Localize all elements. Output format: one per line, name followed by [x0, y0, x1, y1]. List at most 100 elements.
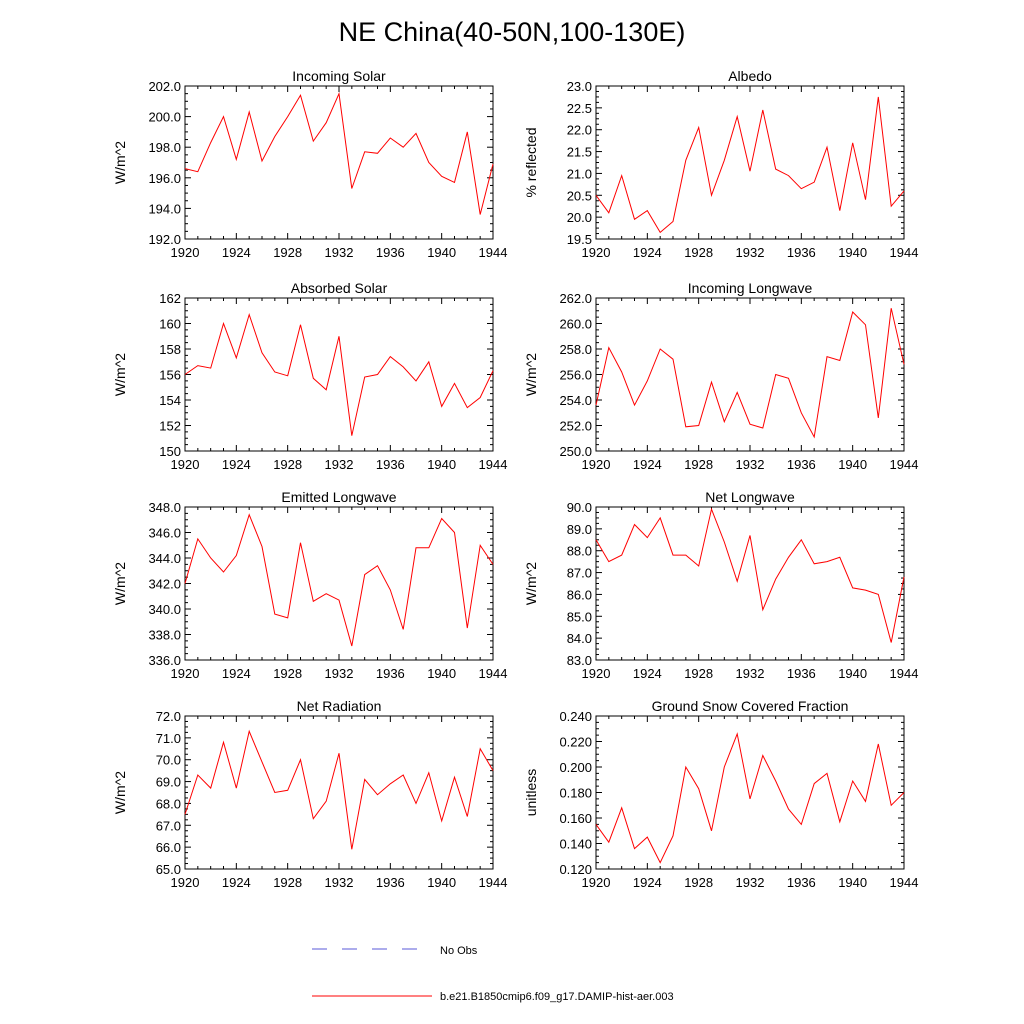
- emitted-longwave-xtick-label: 1932: [325, 666, 354, 681]
- incoming-solar-xtick-label: 1924: [222, 245, 251, 260]
- incoming-longwave-xtick-label: 1928: [684, 457, 713, 472]
- net-longwave-xtick-label: 1932: [736, 666, 765, 681]
- absorbed-solar-xtick-label: 1932: [325, 457, 354, 472]
- absorbed-solar-xtick-label: 1936: [376, 457, 405, 472]
- incoming-solar-ytick-label: 198.0: [148, 140, 181, 155]
- net-radiation-ytick-label: 71.0: [156, 731, 181, 746]
- net-radiation-xtick-label: 1932: [325, 875, 354, 890]
- albedo-ylabel: % reflected: [523, 127, 539, 197]
- albedo-title: Albedo: [728, 68, 772, 84]
- albedo-xtick-label: 1936: [787, 245, 816, 260]
- net-longwave-ytick-label: 86.0: [567, 587, 592, 602]
- ground-snow-covered-fraction-ytick-label: 0.140: [559, 837, 592, 852]
- net-longwave-ytick-label: 83.0: [567, 653, 592, 668]
- incoming-longwave-series-line: [595, 308, 905, 439]
- ground-snow-covered-fraction-ytick-label: 0.220: [559, 735, 592, 750]
- absorbed-solar-ytick-label: 160: [159, 317, 181, 332]
- net-longwave-xtick-label: 1944: [890, 666, 919, 681]
- net-radiation-xtick-label: 1944: [479, 875, 508, 890]
- emitted-longwave-title: Emitted Longwave: [281, 489, 396, 505]
- absorbed-solar-title: Absorbed Solar: [291, 280, 388, 296]
- absorbed-solar-ytick-label: 158: [159, 342, 181, 357]
- absorbed-solar-ylabel: W/m^2: [112, 353, 128, 396]
- absorbed-solar-series-line: [184, 312, 494, 436]
- incoming-longwave-ytick-label: 256.0: [559, 368, 592, 383]
- emitted-longwave-ytick-label: 348.0: [148, 500, 181, 515]
- net-radiation-ytick-label: 70.0: [156, 753, 181, 768]
- emitted-longwave-xtick-label: 1920: [171, 666, 200, 681]
- net-longwave-ytick-label: 85.0: [567, 609, 592, 624]
- net-longwave-ytick-label: 87.0: [567, 566, 592, 581]
- net-radiation-title: Net Radiation: [297, 698, 382, 714]
- panel-grid: 1920 1924 1928 1932 1936 1940 1944 192.0 194.0 19…: [112, 68, 918, 890]
- absorbed-solar-frame: [184, 297, 494, 452]
- albedo-xtick-label: 1920: [582, 245, 611, 260]
- ground-snow-covered-fraction-xtick-label: 1940: [838, 875, 867, 890]
- incoming-solar-ytick-label: 196.0: [148, 171, 181, 186]
- net-longwave-ylabel: W/m^2: [523, 562, 539, 605]
- net-longwave-ytick-label: 84.0: [567, 631, 592, 646]
- net-radiation-ytick-label: 67.0: [156, 818, 181, 833]
- incoming-solar-xtick-label: 1928: [273, 245, 302, 260]
- ground-snow-covered-fraction-ytick-label: 0.240: [559, 709, 592, 724]
- panel-incoming-solar: 1920 1924 1928 1932 1936 1940 1944 192.0 194.0 19…: [112, 68, 507, 260]
- incoming-solar-xtick-label: 1944: [479, 245, 508, 260]
- panel-ground-snow-covered-fraction: 1920 1924 1928 1932 1936 1940 1944 0.120 0.140 0.…: [523, 698, 918, 890]
- incoming-solar-title: Incoming Solar: [292, 68, 386, 84]
- albedo-xtick-label: 1940: [838, 245, 867, 260]
- albedo-ytick-label: 20.0: [567, 210, 592, 225]
- ground-snow-covered-fraction-ytick-label: 0.120: [559, 862, 592, 877]
- ground-snow-covered-fraction-xtick-label: 1924: [633, 875, 662, 890]
- absorbed-solar-xtick-label: 1944: [479, 457, 508, 472]
- incoming-solar-series-line: [184, 91, 494, 215]
- incoming-longwave-xtick-label: 1936: [787, 457, 816, 472]
- net-radiation-frame: [184, 715, 494, 870]
- net-radiation-ytick-label: 66.0: [156, 840, 181, 855]
- absorbed-solar-xtick-label: 1928: [273, 457, 302, 472]
- albedo-xtick-label: 1924: [633, 245, 662, 260]
- incoming-solar-xtick-label: 1936: [376, 245, 405, 260]
- net-radiation-xtick-label: 1928: [273, 875, 302, 890]
- net-longwave-ytick-label: 90.0: [567, 500, 592, 515]
- incoming-longwave-xtick-label: 1932: [736, 457, 765, 472]
- absorbed-solar-xtick-label: 1924: [222, 457, 251, 472]
- panel-albedo: 1920 1924 1928 1932 1936 1940 1944 19.5 20.0 20.5…: [523, 68, 918, 260]
- albedo-series-line: [595, 96, 905, 234]
- incoming-longwave-xtick-label: 1940: [838, 457, 867, 472]
- net-longwave-xtick-label: 1936: [787, 666, 816, 681]
- emitted-longwave-ytick-label: 338.0: [148, 628, 181, 643]
- net-radiation-xtick-label: 1924: [222, 875, 251, 890]
- emitted-longwave-ytick-label: 340.0: [148, 602, 181, 617]
- ground-snow-covered-fraction-xtick-label: 1932: [736, 875, 765, 890]
- emitted-longwave-xtick-label: 1940: [427, 666, 456, 681]
- ground-snow-covered-fraction-series-line: [595, 732, 905, 864]
- legend-no-obs-label: No Obs: [440, 945, 478, 957]
- net-longwave-series-line: [595, 507, 905, 643]
- incoming-longwave-ytick-label: 254.0: [559, 393, 592, 408]
- absorbed-solar-ytick-label: 152: [159, 419, 181, 434]
- legend: No Obs b.e21.B1850cmip6.f09_g17.DAMIP-hi…: [312, 945, 674, 1003]
- albedo-ytick-label: 21.5: [567, 145, 592, 160]
- incoming-solar-ytick-label: 200.0: [148, 110, 181, 125]
- ground-snow-covered-fraction-frame: [595, 715, 905, 870]
- net-longwave-ytick-label: 89.0: [567, 522, 592, 537]
- figure-title: NE China(40-50N,100-130E): [339, 17, 686, 47]
- net-radiation-ylabel: W/m^2: [112, 771, 128, 814]
- net-radiation-ytick-label: 69.0: [156, 775, 181, 790]
- absorbed-solar-xtick-label: 1940: [427, 457, 456, 472]
- albedo-xtick-label: 1932: [736, 245, 765, 260]
- albedo-ytick-label: 19.5: [567, 232, 592, 247]
- incoming-longwave-ytick-label: 250.0: [559, 444, 592, 459]
- net-radiation-xtick-label: 1940: [427, 875, 456, 890]
- emitted-longwave-xtick-label: 1936: [376, 666, 405, 681]
- net-longwave-frame: [595, 506, 905, 661]
- incoming-solar-ytick-label: 194.0: [148, 201, 181, 216]
- ground-snow-covered-fraction-ytick-label: 0.180: [559, 786, 592, 801]
- incoming-longwave-xtick-label: 1924: [633, 457, 662, 472]
- albedo-ytick-label: 22.5: [567, 101, 592, 116]
- legend-model-label: b.e21.B1850cmip6.f09_g17.DAMIP-hist-aer.…: [440, 991, 674, 1003]
- emitted-longwave-ytick-label: 346.0: [148, 526, 181, 541]
- albedo-ytick-label: 22.0: [567, 123, 592, 138]
- incoming-solar-ylabel: W/m^2: [112, 141, 128, 184]
- emitted-longwave-ylabel: W/m^2: [112, 562, 128, 605]
